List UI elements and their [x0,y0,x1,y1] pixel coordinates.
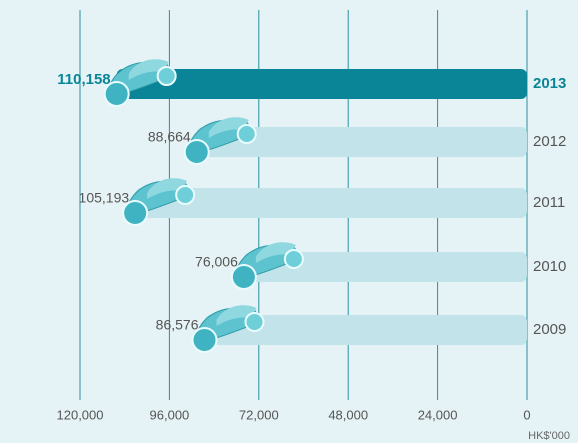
bike-wheel [156,66,177,86]
motorbike-icon [191,305,265,353]
bike-wheel [244,312,265,332]
bar [204,315,527,345]
bike-wheel [122,200,149,226]
bar [135,188,528,218]
category-label: 2009 [533,321,566,338]
bar [243,252,527,282]
x-tick-label: 24,000 [418,407,458,422]
bike-wheel [175,185,196,205]
bar [116,69,528,99]
x-tick-label: 0 [523,407,530,422]
category-label: 2012 [533,133,566,150]
category-label: 2013 [533,75,566,92]
x-tick-label: 120,000 [57,407,104,422]
bike-wheel [103,81,130,107]
bike-shell [216,305,257,326]
value-label: 110,158 [57,71,110,88]
bike-wheel [283,249,304,269]
bar [196,127,527,157]
bike-shell [147,178,188,199]
x-tick-label: 72,000 [239,407,279,422]
bike-wheel [230,264,257,290]
motorbike-icon [230,242,304,290]
value-label: 88,664 [148,129,191,145]
category-label: 2010 [533,258,566,275]
category-label: 2011 [533,194,565,211]
value-label: 105,193 [79,190,130,206]
x-tick-label: 48,000 [328,407,368,422]
bike-shell [208,117,249,138]
value-label: 76,006 [195,254,238,270]
motorbike-icon [103,59,177,107]
x-tick-label: 96,000 [150,407,190,422]
bike-shell [128,59,169,80]
bike-wheel [236,124,257,144]
motorbike-icon [183,117,257,165]
motorbike-icon [122,178,196,226]
value-label: 86,576 [156,317,199,333]
bike-shell [255,242,296,263]
unit-label: HK$'000 [528,430,570,442]
bike-wheel [183,139,210,165]
bike-wheel [191,327,218,353]
